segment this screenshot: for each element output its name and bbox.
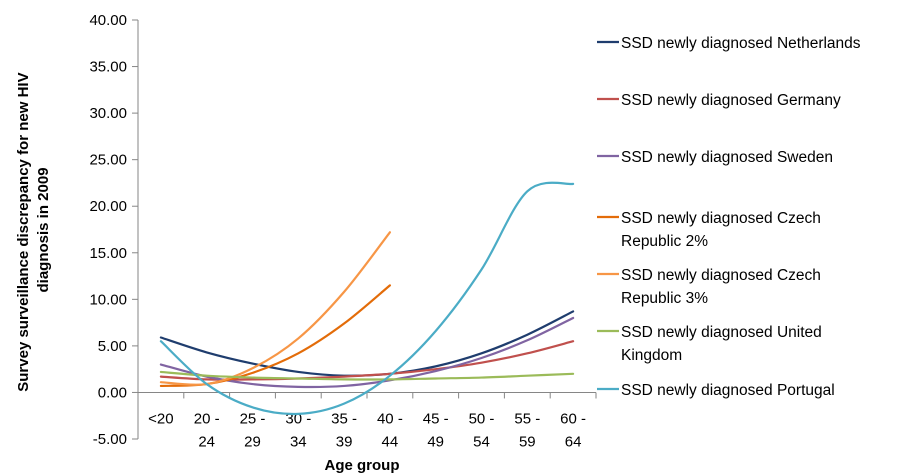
series-line-4 <box>159 231 391 386</box>
x-tick-label: 55 - 59 <box>514 410 540 450</box>
y-axis-title: Survey surveillance discrepancy for new … <box>15 68 52 391</box>
x-axis: <20 20 - 24 25 - 29 30 -34 35 - 39 40 - 44 45 - 49 5… <box>137 391 597 450</box>
x-tick-label: 20 - 24 <box>194 410 220 450</box>
x-tick-label-line: 54 <box>473 433 490 450</box>
y-axis-title-line-2: diagnosis in 2009 <box>35 167 52 292</box>
series-line-3 <box>159 284 391 388</box>
x-tick-label-line: 44 <box>382 433 399 450</box>
x-tick-label-line: 50 - <box>469 410 495 427</box>
series-line-5 <box>159 370 575 381</box>
legend-label-line: SSD newly diagnosed United <box>621 324 822 341</box>
y-tick-label: 15.00 <box>89 245 127 262</box>
x-tick-label: <20 <box>148 410 173 427</box>
x-tick-label-line: 25 - <box>240 410 266 427</box>
x-tick-label-line: 64 <box>565 433 582 450</box>
series-line-0 <box>159 310 575 377</box>
x-tick-label-line: 45 - <box>423 410 449 427</box>
x-tick-label: 40 - 44 <box>377 410 403 450</box>
x-tick-label: 50 - 54 <box>469 410 495 450</box>
legend-label-line: SSD newly diagnosed Sweden <box>621 149 833 166</box>
legend-label-line: Kingdom <box>621 347 682 364</box>
legend-label: SSD newly diagnosed Portugal <box>621 382 835 399</box>
y-tick-label: 0.00 <box>98 384 127 401</box>
legend-label-line: SSD newly diagnosed Netherlands <box>621 35 861 52</box>
x-tick-label: 30 -34 <box>285 410 311 450</box>
series-line-6 <box>159 181 575 416</box>
series-lines <box>159 181 575 416</box>
legend-label-line: Republic 3% <box>621 290 708 307</box>
y-tick-label: 25.00 <box>89 152 127 169</box>
legend-label: SSD newly diagnosed United Kingdom <box>621 324 822 364</box>
y-tick-label: -5.00 <box>93 431 127 448</box>
x-tick-label: 45 - 49 <box>423 410 449 450</box>
x-tick-label: 25 - 29 <box>240 410 266 450</box>
legend-label: SSD newly diagnosed Sweden <box>621 149 833 166</box>
x-axis-title: Age group <box>325 457 400 474</box>
y-tick-label: 30.00 <box>89 105 127 122</box>
legend-label-line: SSD newly diagnosed Czech <box>621 267 821 284</box>
y-tick-label: 5.00 <box>98 338 127 355</box>
x-tick-label: 60 - 64 <box>560 410 586 450</box>
legend-label: SSD newly diagnosed Germany <box>621 92 841 109</box>
legend-label-line: Republic 2% <box>621 233 708 250</box>
series-line-2 <box>159 316 575 389</box>
legend-label: SSD newly diagnosed Netherlands <box>621 35 861 52</box>
x-tick-label-line: <20 <box>148 410 173 427</box>
x-tick-label-line: 20 - <box>194 410 220 427</box>
x-tick-label-line: 55 - <box>514 410 540 427</box>
y-tick-label: 10.00 <box>89 291 127 308</box>
legend-label-line: SSD newly diagnosed Germany <box>621 92 841 109</box>
legend-label-line: SSD newly diagnosed Portugal <box>621 382 835 399</box>
legend: SSD newly diagnosed Netherlands SSD newly… <box>597 35 861 399</box>
y-tick-label: 20.00 <box>89 198 127 215</box>
legend-label: SSD newly diagnosed Czech Republic 3% <box>621 267 821 307</box>
x-tick-label-line: 35 - <box>331 410 357 427</box>
x-tick-label-line: 34 <box>290 433 307 450</box>
x-tick-label-line: 49 <box>427 433 444 450</box>
x-tick-label-line: 59 <box>519 433 536 450</box>
y-tick-label: 35.00 <box>89 59 127 76</box>
x-tick-label-line: 40 - <box>377 410 403 427</box>
y-tick-label: 40.00 <box>89 12 127 29</box>
x-tick-label-line: 60 - <box>560 410 586 427</box>
x-tick-label-line: 29 <box>244 433 261 450</box>
x-tick-label-line: 24 <box>198 433 215 450</box>
legend-label: SSD newly diagnosed Czech Republic 2% <box>621 210 821 250</box>
x-tick-label: 35 - 39 <box>331 410 357 450</box>
y-axis: 40.00 35.00 30.00 25.00 20.00 15.00 10.00 5.00 0… <box>89 12 139 448</box>
y-axis-title-line-1: Survey surveillance discrepancy for new … <box>15 72 32 391</box>
x-tick-label-line: 39 <box>336 433 353 450</box>
legend-label-line: SSD newly diagnosed Czech <box>621 210 821 227</box>
